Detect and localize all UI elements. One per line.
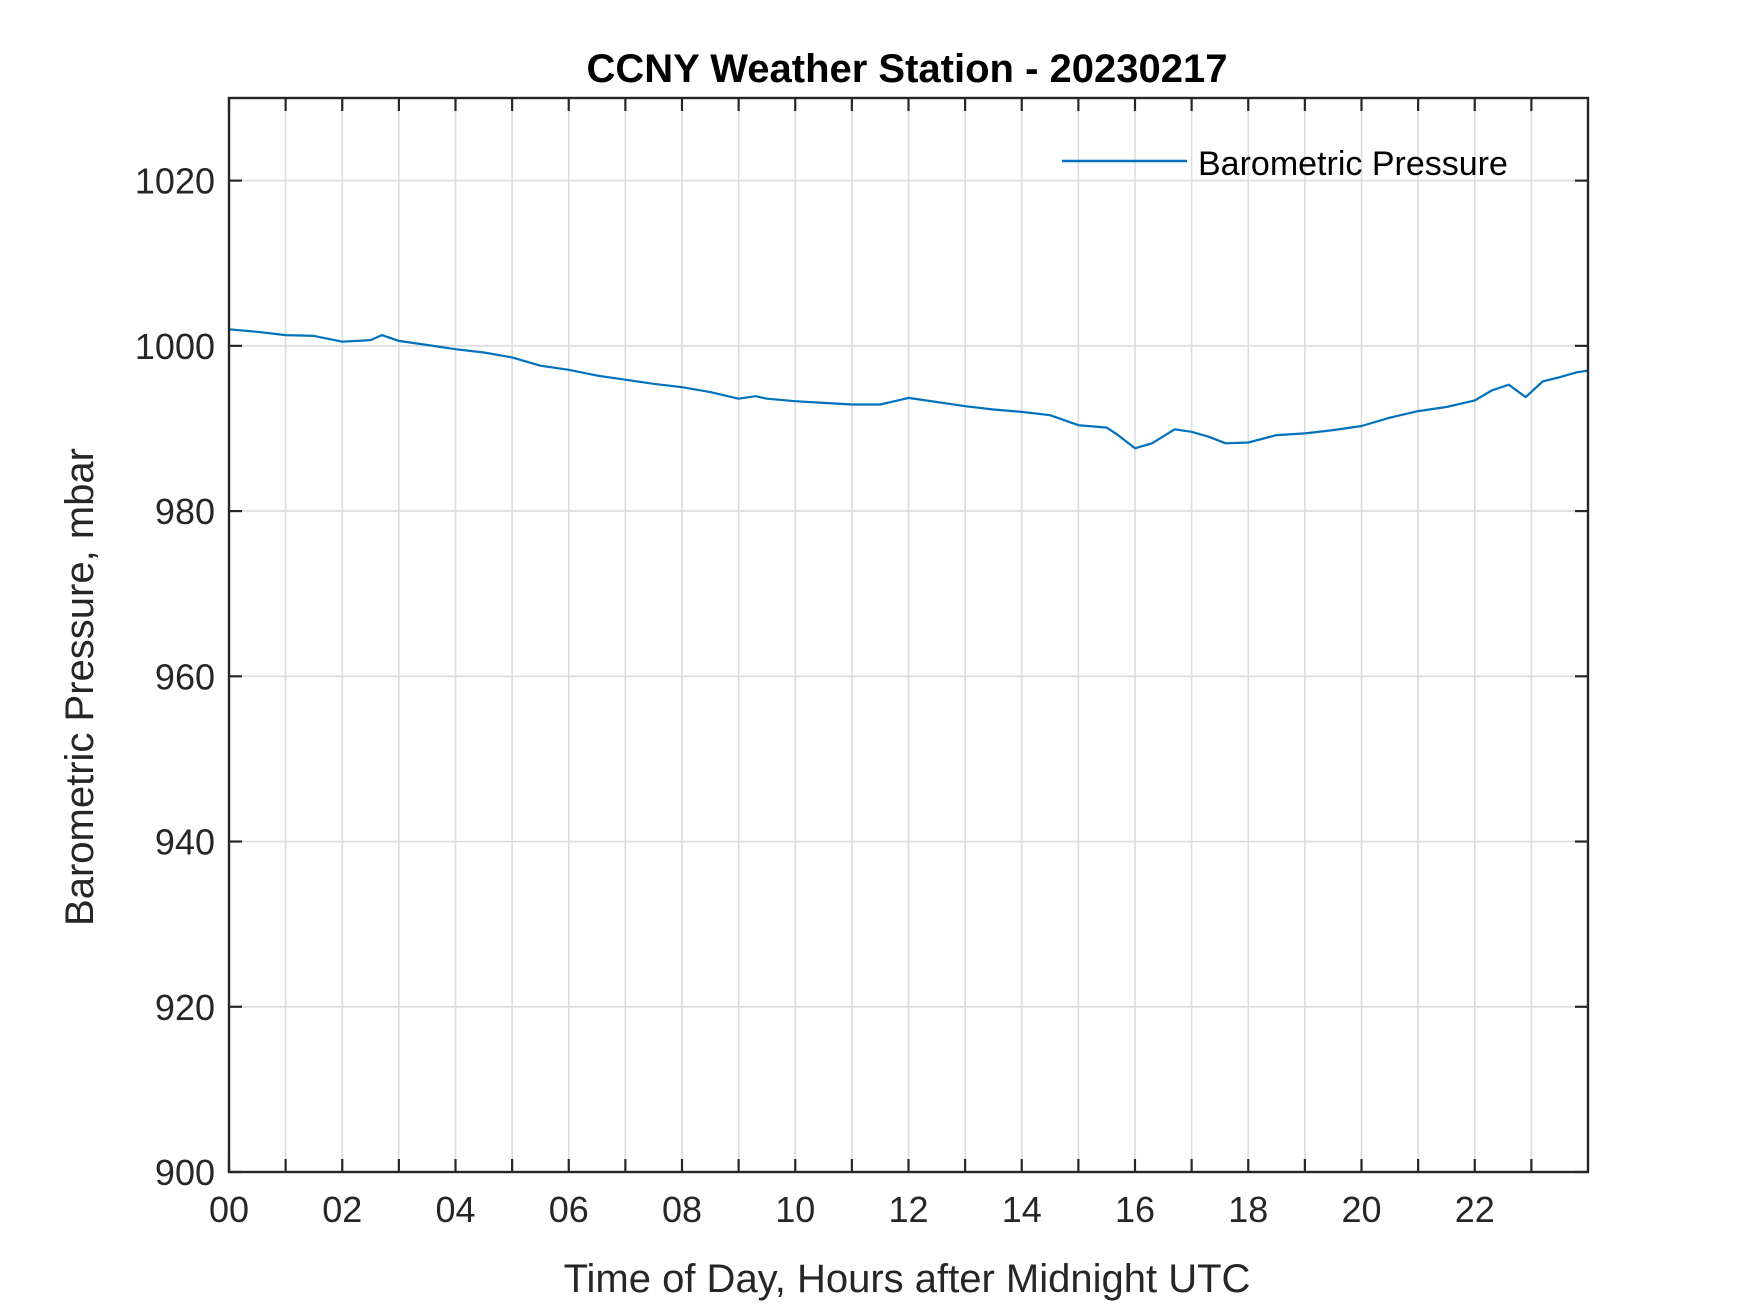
x-tick-label: 08 (662, 1189, 702, 1230)
y-tick-label: 1000 (135, 326, 215, 367)
y-axis-label: Barometric Pressure, mbar (58, 448, 102, 926)
y-tick-labels: 900 920 940 960 980 1000 1020 (135, 161, 215, 1193)
x-tick-label: 00 (209, 1189, 249, 1230)
y-tick-label: 1020 (135, 161, 215, 202)
x-tick-label: 12 (888, 1189, 928, 1230)
x-tick-label: 02 (322, 1189, 362, 1230)
x-tick-label: 18 (1228, 1189, 1268, 1230)
x-tick-label: 06 (549, 1189, 589, 1230)
y-tick-label: 920 (155, 987, 215, 1028)
legend: Barometric Pressure (1062, 145, 1508, 183)
x-tick-label: 10 (775, 1189, 815, 1230)
axis-ticks (227, 98, 1588, 1174)
y-tick-label: 940 (155, 822, 215, 863)
x-tick-labels: 00 02 04 06 08 10 12 14 16 18 20 22 (209, 1189, 1495, 1230)
y-tick-label: 980 (155, 491, 215, 532)
x-tick-label: 16 (1115, 1189, 1155, 1230)
x-tick-label: 22 (1455, 1189, 1495, 1230)
y-tick-label: 960 (155, 656, 215, 697)
x-axis-label: Time of Day, Hours after Midnight UTC (564, 1257, 1251, 1301)
legend-entry-label: Barometric Pressure (1198, 145, 1508, 183)
series-layer (228, 328, 1589, 450)
chart-title: CCNY Weather Station - 20230217 (587, 47, 1228, 91)
x-tick-label: 20 (1341, 1189, 1381, 1230)
x-tick-label: 04 (435, 1189, 475, 1230)
series-line-barometric-pressure (228, 328, 1589, 450)
x-tick-label: 14 (1002, 1189, 1042, 1230)
y-tick-label: 900 (155, 1152, 215, 1193)
